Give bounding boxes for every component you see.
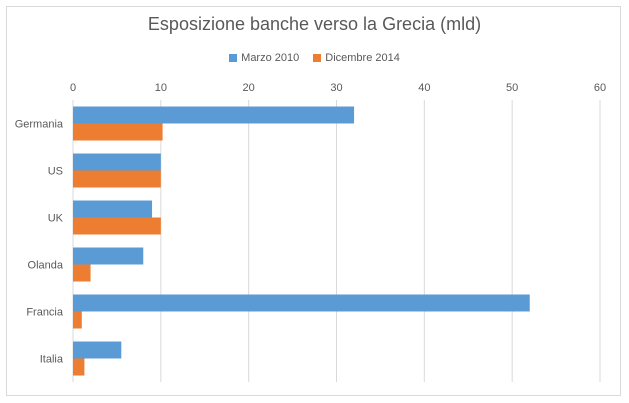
category-label: Germania bbox=[15, 119, 64, 131]
x-tick-label: 10 bbox=[155, 82, 167, 94]
legend-item-series-1: Marzo 2010 bbox=[229, 52, 299, 64]
bar-series-2 bbox=[73, 123, 163, 141]
x-tick-label: 20 bbox=[243, 82, 255, 94]
x-tick-label: 40 bbox=[418, 82, 430, 94]
x-tick-label: 30 bbox=[330, 82, 342, 94]
legend-item-series-2: Dicembre 2014 bbox=[313, 52, 400, 64]
chart-title: Esposizione banche verso la Grecia (mld) bbox=[147, 14, 482, 34]
legend-swatch-series-1 bbox=[229, 54, 238, 62]
category-label: US bbox=[48, 166, 63, 178]
category-label: Francia bbox=[26, 307, 64, 319]
bar-series-2 bbox=[73, 311, 82, 329]
bar-series-1 bbox=[73, 247, 144, 265]
category-label: Olanda bbox=[28, 260, 64, 272]
legend-label-series-2: Dicembre 2014 bbox=[325, 52, 400, 64]
legend-swatch-series-2 bbox=[313, 54, 322, 62]
x-tick-label: 60 bbox=[594, 82, 606, 94]
legend-label-series-1: Marzo 2010 bbox=[241, 52, 300, 64]
bar-series-2 bbox=[73, 358, 85, 376]
category-label: Italia bbox=[40, 354, 64, 366]
bar-series-1 bbox=[73, 153, 161, 171]
bar-series-2 bbox=[73, 264, 91, 282]
bar-series-2 bbox=[73, 217, 161, 235]
bar-series-1 bbox=[73, 341, 122, 359]
bar-series-1 bbox=[73, 200, 153, 218]
bar-series-2 bbox=[73, 170, 161, 188]
category-label: UK bbox=[48, 213, 64, 225]
x-tick-label: 0 bbox=[70, 82, 76, 94]
bar-series-1 bbox=[73, 106, 355, 124]
x-tick-label: 50 bbox=[506, 82, 518, 94]
chart-legend: Marzo 2010 Dicembre 2014 bbox=[0, 52, 629, 64]
bar-series-1 bbox=[73, 294, 530, 312]
